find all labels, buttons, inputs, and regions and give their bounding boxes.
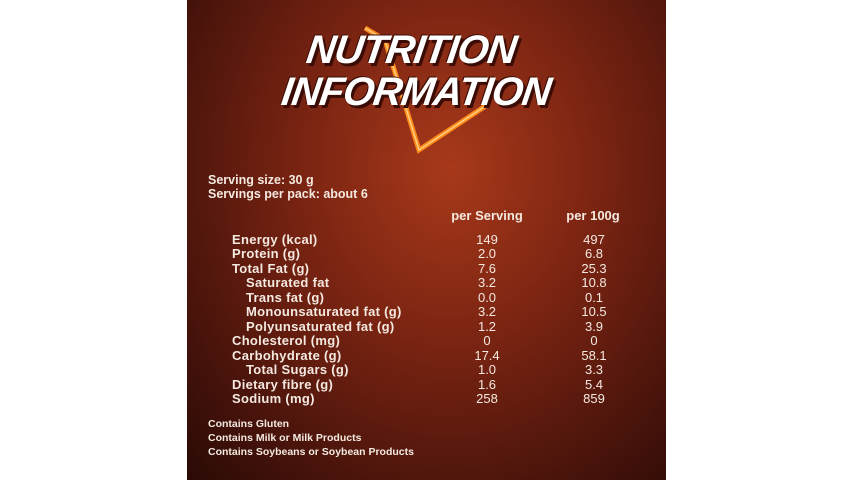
allergen-note: Contains Milk or Milk Products xyxy=(208,432,362,444)
row-label: Dietary fibre (g) xyxy=(232,376,334,392)
per-100g-value: 10.5 xyxy=(581,304,607,320)
row-label: Total Sugars (g) xyxy=(246,362,349,378)
decoration xyxy=(363,25,489,154)
per-serving-value: 3.2 xyxy=(477,275,497,291)
per-serving-value: 1.0 xyxy=(477,362,497,378)
per-serving-value: 149 xyxy=(476,232,498,247)
per-serving-value: 1.2 xyxy=(477,318,497,334)
per-serving-value: 7.6 xyxy=(477,260,497,276)
row-label: Cholesterol (mg) xyxy=(232,333,341,349)
per-100g-value: 3.3 xyxy=(584,362,604,378)
per-100g-value: 3.9 xyxy=(584,318,604,334)
per-100g-value: 0 xyxy=(590,333,598,349)
per-100g-value: 0.1 xyxy=(584,289,604,305)
per-100g-value: 497 xyxy=(583,232,605,247)
per-100g-value: 25.3 xyxy=(581,260,607,276)
per-100g-value: 5.4 xyxy=(584,376,604,392)
row-label: Trans fat (g) xyxy=(246,289,325,305)
per-serving-value: 2.0 xyxy=(477,246,497,262)
title-line1: NUTRITION xyxy=(303,28,519,72)
per-serving-value: 17.4 xyxy=(474,347,500,363)
per-100g-value: 10.8 xyxy=(581,275,607,291)
title-line2: INFORMATION xyxy=(278,70,554,114)
row-label: Polyunsaturated fat (g) xyxy=(246,318,395,334)
per-100g-value: 6.8 xyxy=(584,246,604,262)
row-label: Protein (g) xyxy=(232,246,301,262)
column-header: per Serving xyxy=(451,208,523,223)
label-panel: NUTRITION INFORMATION Serving size: 30 g… xyxy=(187,0,666,480)
serving-size: Serving size: 30 g xyxy=(208,173,314,187)
per-serving-value: 0 xyxy=(483,333,491,349)
allergen-note: Contains Gluten xyxy=(208,418,290,430)
per-100g-value: 58.1 xyxy=(581,347,607,363)
row-label: Monounsaturated fat (g) xyxy=(246,304,402,320)
chevron-highlight xyxy=(364,27,488,152)
per-serving-value: 3.2 xyxy=(477,304,497,320)
allergen-note: Contains Soybeans or Soybean Products xyxy=(208,446,414,458)
row-label: Carbohydrate (g) xyxy=(232,347,342,363)
row-label: Sodium (mg) xyxy=(232,390,315,406)
row-label: Energy (kcal) xyxy=(232,232,318,247)
per-100g-value: 859 xyxy=(583,390,605,406)
per-serving-value: 1.6 xyxy=(477,376,497,392)
per-serving-value: 0.0 xyxy=(477,289,497,305)
row-label: Saturated fat xyxy=(246,275,330,291)
servings-per-pack: Servings per pack: about 6 xyxy=(208,187,368,201)
column-header: per 100g xyxy=(566,208,620,223)
row-label: Total Fat (g) xyxy=(232,260,310,276)
per-serving-value: 258 xyxy=(476,390,498,406)
